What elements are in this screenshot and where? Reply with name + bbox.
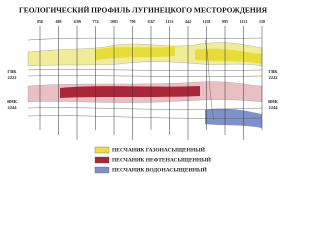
well-number: 995 bbox=[222, 19, 228, 24]
well-number: 1167 bbox=[147, 19, 155, 24]
geologic-profile: ГЕОЛОГИЧЕСКИЙ ПРОФИЛЬ ЛУГИНЕЦКОГО МЕСТОР… bbox=[7, 6, 279, 174]
contact-label: ВНК bbox=[268, 99, 279, 104]
legend-label: ПЕСЧАНИК НЕФТЕНАСЫЩЕННЫЙ bbox=[112, 155, 212, 163]
well-number: 1153 bbox=[166, 19, 174, 24]
well-number: 1199 bbox=[73, 19, 81, 24]
well-number: 1121 bbox=[240, 19, 248, 24]
legend-swatch bbox=[94, 166, 110, 174]
contact-depth: 2244 bbox=[269, 105, 279, 110]
well-number: 488 bbox=[56, 19, 62, 24]
contact-depth: 2244 bbox=[8, 105, 18, 110]
contact-label: ВНК bbox=[7, 99, 18, 104]
well-number: 790 bbox=[130, 19, 136, 24]
well-number: 1081 bbox=[110, 19, 118, 24]
contact-depth: 2222 bbox=[8, 75, 18, 80]
title: ГЕОЛОГИЧЕСКИЙ ПРОФИЛЬ ЛУГИНЕЦКОГО МЕСТОР… bbox=[19, 6, 268, 15]
legend-swatch bbox=[94, 146, 110, 154]
legend-label: ПЕСЧАНИК ГАЗОНАСЫЩЕННЫЙ bbox=[112, 145, 206, 153]
legend-label: ПЕСЧАНИК ВОДОНАСЫЩЕННЫЙ bbox=[112, 165, 207, 173]
well-number: 442 bbox=[185, 19, 191, 24]
legend-swatch bbox=[94, 156, 110, 164]
contact-label: ГВК bbox=[268, 69, 278, 74]
well-number: 856 bbox=[37, 19, 43, 24]
legend: ПЕСЧАНИК ГАЗОНАСЫЩЕННЫЙ ПЕСЧАНИК НЕФТЕНАС… bbox=[94, 145, 212, 174]
contact-label: ГВК bbox=[7, 69, 17, 74]
strata bbox=[27, 37, 263, 128]
well-number: 774 bbox=[93, 19, 99, 24]
contact-depth: 2222 bbox=[269, 75, 279, 80]
well-number: 158 bbox=[259, 19, 265, 24]
well-number: 1158 bbox=[203, 19, 211, 24]
